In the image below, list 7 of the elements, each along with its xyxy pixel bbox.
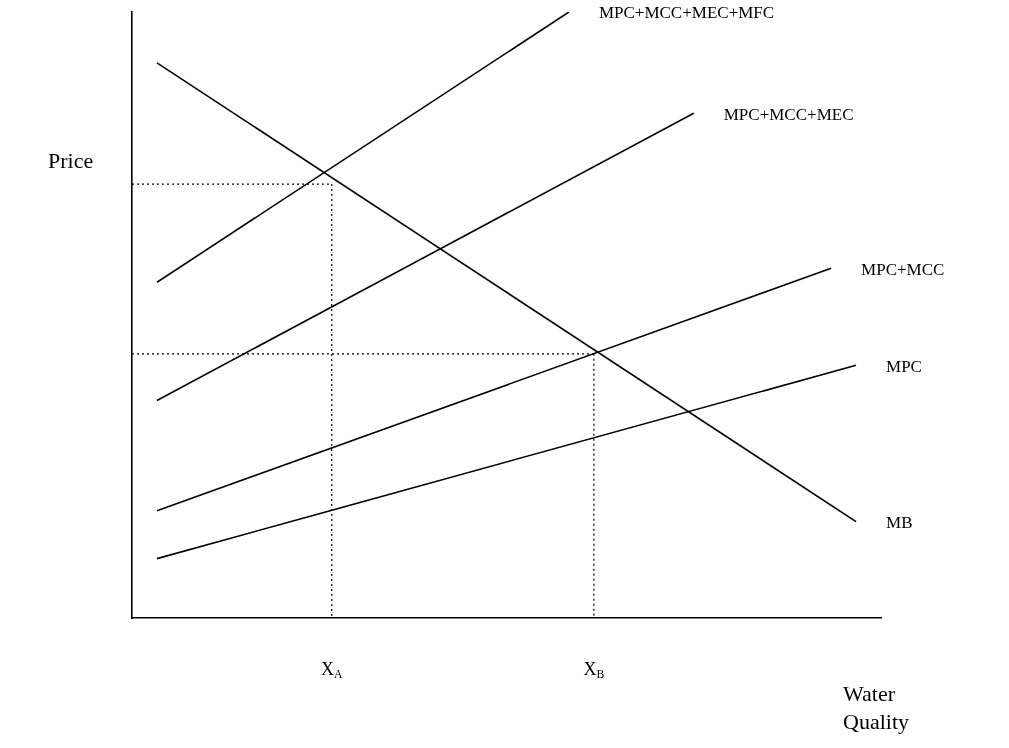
- x-axis-title: Water Quality: [843, 680, 910, 736]
- series-label: MPC: [886, 356, 922, 376]
- series-label: MPC+MCC+MEC+MFC: [598, 3, 775, 23]
- series-label: MB: [886, 513, 913, 533]
- series-label: MPC+MCC+MEC: [723, 104, 854, 124]
- y-axis-title: Price: [48, 148, 94, 174]
- series-label: MPC+MCC: [861, 259, 945, 279]
